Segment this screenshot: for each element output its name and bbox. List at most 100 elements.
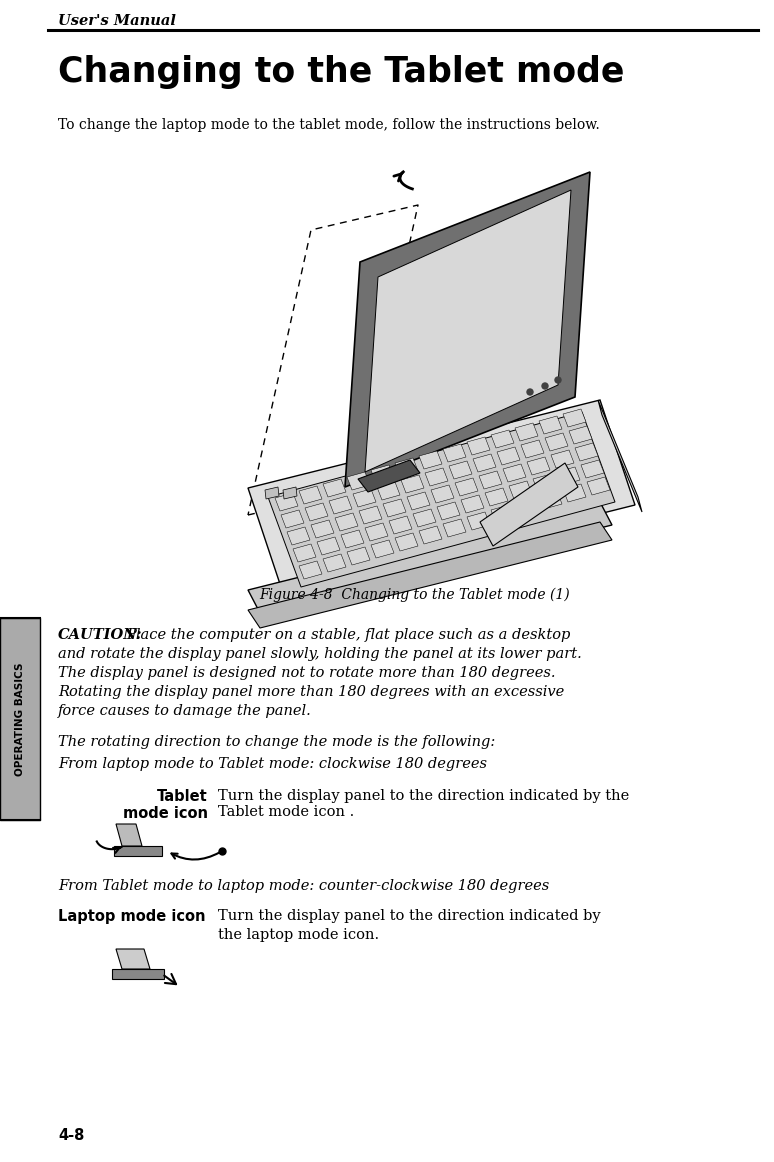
Polygon shape (371, 540, 394, 558)
Text: The display panel is designed not to rotate more than 180 degrees.: The display panel is designed not to rot… (58, 666, 556, 680)
Polygon shape (265, 487, 279, 498)
Polygon shape (491, 505, 514, 523)
Polygon shape (395, 458, 418, 476)
Polygon shape (283, 487, 297, 498)
Polygon shape (341, 530, 364, 548)
Polygon shape (485, 488, 508, 505)
Polygon shape (317, 537, 340, 555)
Polygon shape (491, 430, 514, 449)
Text: Figure 4-8  Changing to the Tablet mode (1): Figure 4-8 Changing to the Tablet mode (… (260, 588, 570, 602)
Polygon shape (473, 454, 496, 472)
Polygon shape (563, 485, 586, 502)
Text: OPERATING BASICS: OPERATING BASICS (15, 662, 25, 776)
Circle shape (527, 389, 533, 395)
Text: Tablet: Tablet (157, 789, 208, 804)
Polygon shape (587, 476, 610, 495)
Polygon shape (449, 461, 472, 479)
Text: From laptop mode to Tablet mode: clockwise 180 degrees: From laptop mode to Tablet mode: clockwi… (58, 756, 487, 772)
Polygon shape (365, 523, 388, 541)
Polygon shape (437, 502, 460, 521)
Text: CAUTION:: CAUTION: (58, 627, 142, 641)
Polygon shape (569, 426, 592, 444)
Polygon shape (116, 824, 142, 846)
Text: The rotating direction to change the mode is the following:: The rotating direction to change the mod… (58, 736, 495, 749)
Polygon shape (575, 443, 598, 461)
Polygon shape (329, 496, 352, 514)
Polygon shape (407, 492, 430, 510)
Polygon shape (533, 474, 556, 492)
Polygon shape (116, 949, 150, 969)
Text: Changing to the Tablet mode: Changing to the Tablet mode (58, 55, 625, 89)
Polygon shape (248, 502, 612, 614)
Polygon shape (371, 465, 394, 483)
Polygon shape (419, 451, 442, 469)
Bar (112, 969, 164, 980)
Polygon shape (443, 444, 466, 462)
Circle shape (555, 376, 561, 383)
Polygon shape (515, 498, 538, 516)
Polygon shape (335, 512, 358, 531)
Polygon shape (383, 498, 406, 517)
Polygon shape (268, 413, 615, 587)
Polygon shape (311, 521, 334, 538)
Polygon shape (275, 493, 298, 511)
Polygon shape (365, 191, 571, 472)
Polygon shape (389, 516, 412, 535)
Polygon shape (395, 533, 418, 551)
Polygon shape (299, 486, 322, 504)
Polygon shape (401, 475, 424, 493)
Polygon shape (527, 457, 550, 475)
Polygon shape (539, 492, 562, 509)
Polygon shape (581, 460, 604, 478)
Polygon shape (467, 437, 490, 456)
Polygon shape (345, 172, 590, 487)
Text: mode icon: mode icon (123, 806, 208, 822)
Bar (114, 846, 162, 856)
Polygon shape (305, 503, 328, 521)
Text: Turn the display panel to the direction indicated by the
Tablet mode icon .: Turn the display panel to the direction … (218, 789, 629, 819)
Text: User's Manual: User's Manual (58, 14, 176, 28)
Polygon shape (323, 479, 346, 497)
Text: the laptop mode icon.: the laptop mode icon. (218, 928, 379, 942)
Polygon shape (467, 512, 490, 530)
Polygon shape (539, 416, 562, 433)
Polygon shape (521, 440, 544, 458)
Polygon shape (431, 485, 454, 503)
Text: 4-8: 4-8 (58, 1128, 84, 1143)
Polygon shape (497, 447, 520, 465)
Polygon shape (353, 489, 376, 507)
Polygon shape (323, 554, 346, 572)
Polygon shape (503, 464, 526, 482)
Text: To change the laptop mode to the tablet mode, follow the instructions below.: To change the laptop mode to the tablet … (58, 119, 600, 132)
Polygon shape (299, 561, 322, 579)
Polygon shape (545, 433, 568, 451)
Polygon shape (557, 467, 580, 485)
Polygon shape (515, 423, 538, 442)
Text: Turn the display panel to the direction indicated by: Turn the display panel to the direction … (218, 909, 601, 923)
FancyArrowPatch shape (164, 974, 176, 984)
Polygon shape (479, 471, 502, 489)
Polygon shape (347, 472, 370, 490)
Bar (0, 618, 40, 820)
Polygon shape (551, 450, 574, 468)
Polygon shape (455, 478, 478, 496)
Text: Rotating the display panel more than 180 degrees with an excessive: Rotating the display panel more than 180… (58, 686, 564, 700)
Polygon shape (563, 409, 586, 426)
Polygon shape (281, 510, 304, 528)
Text: Laptop mode icon: Laptop mode icon (58, 909, 206, 924)
Polygon shape (598, 400, 642, 512)
Polygon shape (359, 505, 382, 524)
Polygon shape (377, 482, 400, 500)
Circle shape (542, 383, 548, 389)
Polygon shape (461, 495, 484, 512)
Polygon shape (287, 528, 310, 545)
Polygon shape (413, 509, 436, 528)
Polygon shape (480, 462, 578, 546)
Polygon shape (509, 481, 532, 498)
Text: force causes to damage the panel.: force causes to damage the panel. (58, 704, 312, 718)
Polygon shape (419, 526, 442, 544)
Polygon shape (358, 460, 420, 492)
Polygon shape (248, 400, 635, 593)
Polygon shape (347, 547, 370, 565)
Text: and rotate the display panel slowly, holding the panel at its lower part.: and rotate the display panel slowly, hol… (58, 647, 582, 661)
